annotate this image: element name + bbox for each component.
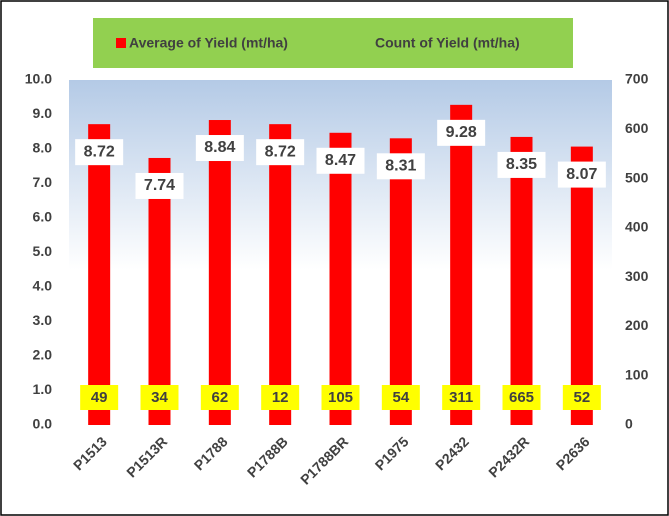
data-label-box xyxy=(497,151,546,178)
count-label: 665 xyxy=(509,389,534,406)
count-label: 34 xyxy=(151,389,168,406)
count-label-box xyxy=(321,385,360,410)
legend-swatch xyxy=(116,38,126,48)
count-label-box xyxy=(261,385,300,410)
bar xyxy=(450,104,473,425)
y-tick-label: 9.0 xyxy=(33,105,53,121)
bar xyxy=(88,124,111,425)
y-tick-label: 0.0 xyxy=(33,416,53,432)
y2-tick-label: 100 xyxy=(625,366,649,382)
data-label-box xyxy=(135,172,184,199)
y2-tick-label: 200 xyxy=(625,317,649,333)
data-label: 8.07 xyxy=(566,166,597,183)
y2-tick-label: 400 xyxy=(625,219,649,235)
legend-label: Count of Yield (mt/ha) xyxy=(375,35,520,51)
count-label-box xyxy=(381,385,420,410)
count-label: 12 xyxy=(272,389,289,406)
count-label-box xyxy=(442,385,481,410)
count-label: 311 xyxy=(449,389,473,406)
y-tick-label: 7.0 xyxy=(33,174,53,190)
bar xyxy=(148,157,171,425)
count-label-box xyxy=(80,385,119,410)
count-label: 105 xyxy=(328,389,353,406)
data-label-box xyxy=(256,139,305,166)
data-label: 8.84 xyxy=(204,139,235,156)
count-label-box xyxy=(502,385,541,410)
count-label: 52 xyxy=(573,389,590,406)
data-label: 8.72 xyxy=(265,143,296,160)
count-label-box xyxy=(140,385,179,410)
data-label-box xyxy=(437,119,486,146)
count-label-box xyxy=(200,385,239,410)
data-label-box xyxy=(75,139,124,166)
data-label: 8.47 xyxy=(325,152,356,169)
y2-tick-label: 0 xyxy=(625,416,633,432)
data-label-box xyxy=(376,153,425,180)
legend-label: Average of Yield (mt/ha) xyxy=(129,35,288,51)
data-label: 7.74 xyxy=(144,177,175,194)
y-tick-label: 6.0 xyxy=(33,209,53,225)
y-tick-label: 10.0 xyxy=(25,71,52,87)
y-tick-label: 8.0 xyxy=(33,140,53,156)
data-label: 8.35 xyxy=(506,156,537,173)
y2-tick-label: 600 xyxy=(625,120,649,136)
bar xyxy=(269,124,292,425)
bar xyxy=(510,136,533,426)
count-label: 54 xyxy=(392,389,409,406)
bar xyxy=(389,138,412,425)
bar xyxy=(329,132,352,425)
y2-tick-label: 500 xyxy=(625,169,649,185)
y-tick-label: 1.0 xyxy=(33,381,53,397)
data-label: 8.72 xyxy=(84,143,115,160)
bar xyxy=(570,146,593,425)
data-label: 9.28 xyxy=(446,124,477,141)
count-label: 62 xyxy=(211,389,228,406)
y-tick-label: 4.0 xyxy=(33,278,53,294)
bar xyxy=(208,120,231,426)
y-tick-label: 2.0 xyxy=(33,347,53,363)
count-label: 49 xyxy=(91,389,108,406)
y2-tick-label: 700 xyxy=(625,71,649,87)
data-label: 8.31 xyxy=(385,158,416,175)
y-tick-label: 3.0 xyxy=(33,312,53,328)
legend xyxy=(93,18,573,68)
y-tick-label: 5.0 xyxy=(33,243,53,259)
data-label-box xyxy=(195,135,244,162)
count-label-box xyxy=(562,385,601,410)
y2-tick-label: 300 xyxy=(625,268,649,284)
data-label-box xyxy=(316,147,365,174)
data-label-box xyxy=(557,161,606,188)
